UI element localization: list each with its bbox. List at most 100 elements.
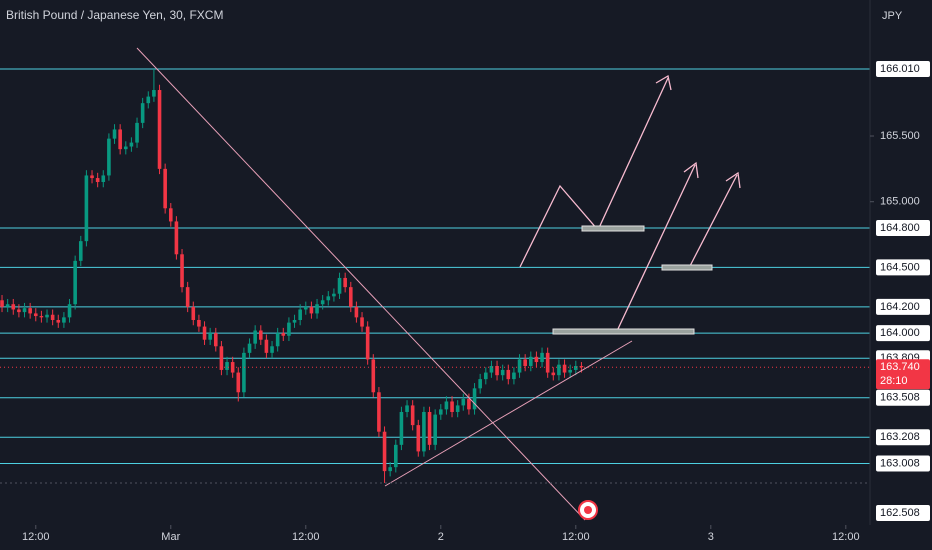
candle-body	[472, 388, 477, 410]
candle-body	[326, 296, 331, 301]
candle-body	[337, 277, 342, 294]
candle-body	[56, 319, 61, 323]
candle-body	[129, 142, 134, 147]
x-tick-label: 2	[438, 531, 444, 543]
level-label-box	[876, 259, 930, 276]
level-label: 164.200	[880, 301, 920, 313]
candle-body	[461, 398, 466, 406]
candle-body	[444, 401, 449, 410]
candle-body	[478, 379, 482, 389]
candle-body	[264, 339, 269, 353]
candle-body	[73, 260, 77, 305]
candle-body	[320, 300, 325, 305]
level-label-box	[876, 429, 930, 446]
candle-body	[540, 352, 544, 363]
levels	[0, 68, 870, 464]
arrow	[689, 174, 738, 267]
candle-body	[388, 467, 392, 472]
candle-body	[62, 317, 66, 323]
candle-body	[78, 241, 83, 261]
candle-body	[354, 306, 359, 318]
candle-body	[360, 317, 364, 327]
candle-body	[123, 146, 128, 150]
candle-body	[343, 277, 347, 288]
level-label-box	[876, 220, 930, 237]
candle-body	[253, 330, 257, 344]
candle-body	[135, 122, 139, 143]
level-label-box	[876, 325, 930, 342]
candle-body	[551, 372, 556, 376]
candle-body	[95, 178, 100, 183]
candle-body	[146, 96, 151, 104]
candle-body	[573, 365, 578, 370]
down-trendline	[136, 47, 586, 521]
arrow-head	[683, 161, 699, 179]
last-price-label: 163.740	[880, 361, 920, 373]
candle-body	[433, 414, 437, 445]
drawings	[0, 47, 870, 521]
candle-body	[247, 343, 252, 353]
candle-body	[450, 401, 454, 412]
candle-body	[219, 346, 224, 370]
candles	[0, 68, 584, 483]
candle-body	[348, 287, 353, 307]
candle-body	[17, 309, 21, 313]
candle-body	[180, 254, 184, 288]
candle-body	[39, 316, 44, 318]
candle-body	[495, 365, 499, 376]
candle-body	[523, 359, 527, 366]
y-tick-label: 165.000	[880, 196, 920, 208]
candle-body	[236, 372, 241, 393]
candle-body	[22, 308, 27, 313]
level-label: 163.208	[880, 431, 920, 443]
candle-body	[382, 431, 387, 472]
candle-body	[410, 405, 415, 426]
candle-body	[292, 319, 297, 323]
x-tick-label: Mar	[161, 531, 180, 543]
candle-body	[33, 313, 38, 317]
candle-body	[528, 356, 533, 366]
candle-body	[500, 369, 505, 376]
candle-body	[191, 306, 196, 320]
x-tick-label: 12:00	[292, 531, 320, 543]
candle-body	[270, 346, 274, 353]
level-label: 164.000	[880, 327, 920, 339]
candle-body	[562, 364, 567, 373]
candle-body	[506, 369, 511, 380]
candle-body	[399, 411, 404, 445]
zigzag-arrow	[519, 77, 669, 268]
arrow	[616, 164, 696, 332]
candle-body	[422, 411, 426, 452]
candle-body	[168, 208, 173, 222]
target-box	[661, 264, 713, 271]
candle-body	[455, 405, 460, 412]
candle-body	[568, 369, 572, 373]
level-label-box	[876, 60, 930, 77]
level-label: 163.008	[880, 457, 920, 469]
x-tick-label: 12:00	[22, 531, 50, 543]
candle-body	[185, 287, 190, 307]
candle-body	[512, 372, 516, 380]
candle-body	[90, 175, 94, 179]
candle-body	[0, 300, 4, 307]
candle-body	[107, 138, 111, 176]
candle-body	[365, 326, 370, 360]
x-tick-label: 3	[708, 531, 714, 543]
candle-body	[101, 175, 106, 183]
candle-body	[579, 365, 584, 368]
level-label: 163.508	[880, 392, 920, 404]
candle-body	[377, 392, 381, 432]
candle-body	[67, 304, 72, 318]
level-label: 164.500	[880, 261, 920, 273]
level-label-box	[876, 298, 930, 315]
candle-body	[405, 405, 409, 412]
candle-body	[50, 314, 55, 320]
candle-body	[11, 304, 16, 310]
last-price-box	[876, 359, 930, 390]
candle-body	[163, 168, 167, 209]
x-tick-label: 12:00	[562, 531, 590, 543]
candle-body	[197, 319, 201, 327]
